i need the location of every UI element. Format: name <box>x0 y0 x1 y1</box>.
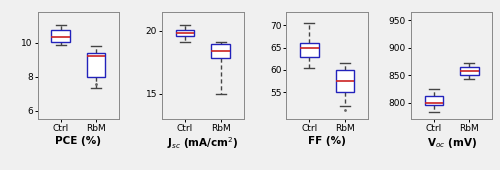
Bar <box>300 43 318 56</box>
X-axis label: J$_{sc}$ (mA/cm$^2$): J$_{sc}$ (mA/cm$^2$) <box>167 136 238 151</box>
Bar <box>176 30 195 37</box>
Bar <box>424 96 443 105</box>
X-axis label: PCE (%): PCE (%) <box>56 136 102 146</box>
Bar <box>87 53 106 76</box>
Bar <box>212 44 230 58</box>
X-axis label: V$_{oc}$ (mV): V$_{oc}$ (mV) <box>426 136 476 150</box>
X-axis label: FF (%): FF (%) <box>308 136 346 146</box>
Bar <box>52 30 70 42</box>
Bar <box>336 70 354 92</box>
Bar <box>460 67 478 74</box>
